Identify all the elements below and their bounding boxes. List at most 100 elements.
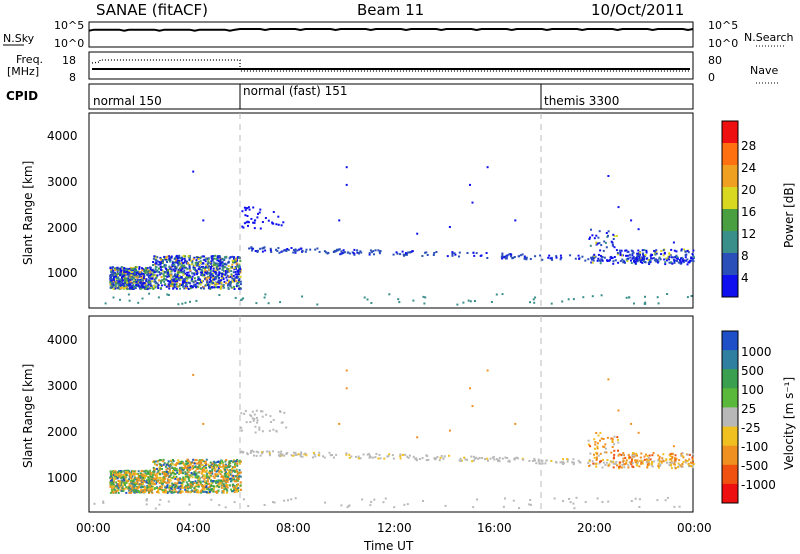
scatter-cell [589,445,592,448]
scatter-cell [158,482,161,485]
scatter-cell [611,257,614,260]
scatter-cell [221,459,224,462]
scatter-cell [625,254,627,257]
freq-tick-bottom: 8 [69,71,76,84]
scatter-cell [144,476,147,479]
scatter-cell [208,470,211,473]
scatter-cell [206,475,209,478]
scatter-cell [115,481,118,484]
scatter-cell [139,472,142,475]
scatter-cell [206,270,209,273]
scatter-cell [652,460,655,463]
scatter-cell [213,487,216,490]
scatter-cell [183,264,186,267]
scatter-cell [184,462,187,465]
scatter-cell [205,257,208,260]
scatter-cell [688,465,690,468]
scatter-cell [370,500,373,503]
scatter-cell [237,284,240,287]
velocity-ytick-2000: 2000 [47,425,78,439]
scatter-cell [228,270,230,273]
scatter-cell [169,486,172,488]
scatter-cell [258,211,261,214]
scatter-cell [128,299,131,302]
scatter-cell [674,457,677,460]
scatter-cell [220,281,223,284]
scatter-cell [148,270,151,273]
scatter-cell [197,491,200,494]
scatter-cell [220,277,223,280]
scatter-cell [275,223,278,226]
scatter-cell [299,455,302,458]
scatter-cell [178,462,181,465]
scatter-cell [213,460,215,463]
scatter-cell [132,486,135,489]
scatter-cell [220,262,223,265]
scatter-cell [233,491,236,494]
scatter-cell [224,475,227,478]
scatter-cell [130,272,133,275]
power-cbar-20: 20 [741,183,756,197]
scatter-cell [158,462,161,465]
scatter-cell [152,264,154,266]
scatter-cell [300,247,303,250]
scatter-cell [139,281,142,284]
scatter-cell [149,268,152,271]
scatter-cell [182,476,185,479]
scatter-cell [173,472,176,475]
scatter-cell [596,447,599,450]
scatter-cell [678,464,681,467]
scatter-cell [691,253,694,255]
scatter-cell [197,258,200,260]
scatter-cell [210,276,213,279]
scatter-cell [201,472,204,474]
scatter-cell [136,278,139,281]
scatter-cell [599,439,601,442]
scatter-cell [453,252,456,255]
scatter-cell [141,283,144,286]
scatter-cell [613,435,616,438]
scatter-cell [195,263,198,266]
scatter-cell [190,490,193,492]
scatter-cell [126,283,129,286]
scatter-cell [668,464,671,466]
scatter-cell [177,487,180,490]
scatter-cell [692,461,694,464]
scatter-cell [110,483,113,486]
scatter-cell [191,285,194,288]
scatter-cell [247,505,250,508]
scatter-cell [588,465,591,467]
scatter-cell [184,471,187,474]
scatter-cell [594,443,597,446]
scatter-cell [141,486,144,489]
scatter-cell [109,281,112,284]
scatter-cell [211,472,214,475]
scatter-cell [130,482,133,485]
scatter-cell [218,273,221,276]
scatter-cell [235,267,237,270]
scatter-cell [118,475,121,478]
scatter-cell [158,267,160,270]
scatter-cell [168,265,171,268]
scatter-cell [194,489,197,491]
scatter-cell [651,465,654,468]
scatter-cell [673,259,676,262]
scatter-cell [210,260,213,263]
scatter-cell [211,280,214,283]
scatter-cell [528,459,531,462]
scatter-cell [116,483,119,486]
cpid-panel: CPID normal 150 normal (fast) 151 themis… [6,83,694,110]
scatter-cell [356,249,359,252]
scatter-cell [146,273,149,276]
scatter-cell [240,429,243,432]
scatter-cell [187,477,190,480]
scatter-cell [138,271,141,273]
scatter-cell [141,480,144,483]
scatter-cell [147,482,150,485]
scatter-cell [594,441,597,444]
scatter-cell [613,453,616,456]
scatter-cell [144,487,147,490]
scatter-cell [673,461,676,464]
scatter-cell [273,501,276,504]
scatter-cell [114,287,117,290]
